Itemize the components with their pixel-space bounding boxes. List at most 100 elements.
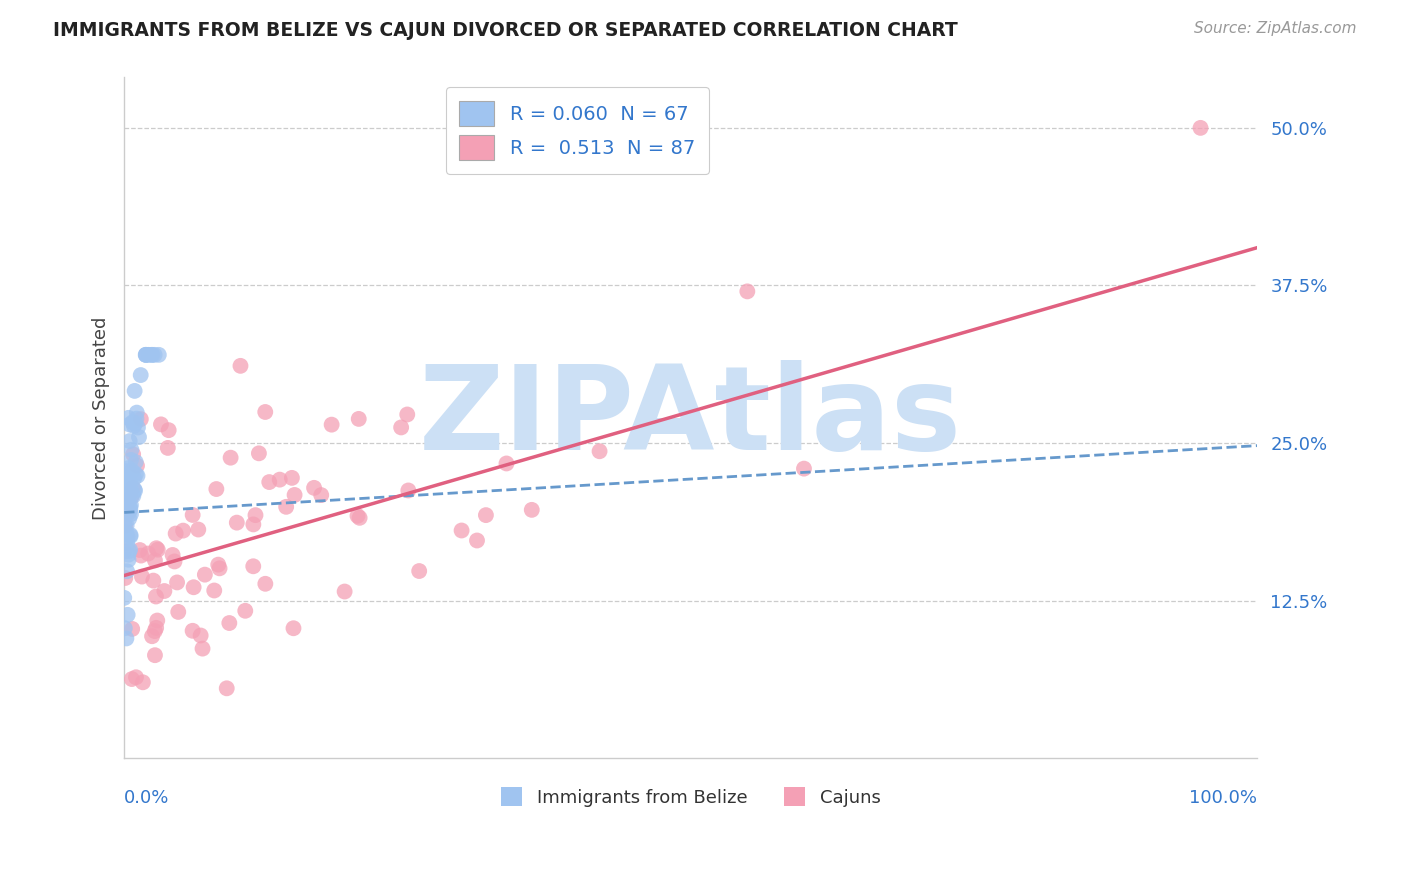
Point <box>112 591 135 605</box>
Point <box>233 604 256 618</box>
Point <box>120 507 142 521</box>
Point <box>302 481 325 495</box>
Point <box>141 348 163 362</box>
Point <box>1189 120 1212 135</box>
Point <box>121 672 143 686</box>
Point <box>187 523 209 537</box>
Point <box>135 348 157 362</box>
Point <box>117 481 139 495</box>
Point <box>242 517 264 532</box>
Point <box>145 621 167 635</box>
Point <box>281 471 304 485</box>
Point <box>183 580 205 594</box>
Point <box>396 483 419 498</box>
Point <box>118 504 141 518</box>
Point <box>194 567 217 582</box>
Point <box>115 536 138 550</box>
Point <box>276 500 298 514</box>
Point <box>475 508 498 522</box>
Point <box>127 420 149 434</box>
Point <box>120 453 142 467</box>
Point <box>115 527 138 541</box>
Point <box>191 641 214 656</box>
Point <box>208 561 231 575</box>
Point <box>141 348 163 362</box>
Point <box>141 629 163 643</box>
Point <box>121 622 143 636</box>
Point <box>118 511 141 525</box>
Point <box>143 624 166 638</box>
Point <box>153 584 176 599</box>
Point <box>128 430 150 444</box>
Point <box>125 670 148 684</box>
Point <box>172 524 194 538</box>
Point <box>125 455 148 469</box>
Point <box>166 575 188 590</box>
Point <box>269 473 291 487</box>
Point <box>148 348 170 362</box>
Point <box>114 490 136 504</box>
Point <box>254 405 277 419</box>
Point <box>205 482 228 496</box>
Point <box>118 501 141 516</box>
Legend: Immigrants from Belize, Cajuns: Immigrants from Belize, Cajuns <box>494 780 887 814</box>
Point <box>284 488 307 502</box>
Point <box>389 420 412 434</box>
Point <box>120 483 142 498</box>
Point <box>283 621 305 635</box>
Point <box>121 481 143 495</box>
Point <box>145 590 167 604</box>
Point <box>146 542 169 557</box>
Point <box>181 508 204 522</box>
Point <box>114 488 136 502</box>
Point <box>149 417 172 432</box>
Point <box>124 416 146 430</box>
Point <box>120 442 142 457</box>
Point <box>408 564 430 578</box>
Point <box>129 549 152 563</box>
Point <box>118 474 141 488</box>
Point <box>112 544 135 558</box>
Point <box>124 384 146 398</box>
Point <box>254 576 277 591</box>
Point <box>138 348 160 362</box>
Point <box>114 517 136 532</box>
Text: IMMIGRANTS FROM BELIZE VS CAJUN DIVORCED OR SEPARATED CORRELATION CHART: IMMIGRANTS FROM BELIZE VS CAJUN DIVORCED… <box>53 21 957 39</box>
Point <box>118 434 141 449</box>
Point <box>115 564 138 578</box>
Point <box>120 529 142 543</box>
Point <box>115 494 138 508</box>
Point <box>121 464 143 478</box>
Point <box>157 423 180 437</box>
Point <box>127 468 149 483</box>
Point <box>162 548 184 562</box>
Text: 100.0%: 100.0% <box>1189 789 1257 807</box>
Point <box>132 675 155 690</box>
Point <box>156 441 179 455</box>
Point <box>181 624 204 638</box>
Text: Source: ZipAtlas.com: Source: ZipAtlas.com <box>1194 21 1357 36</box>
Point <box>117 548 139 562</box>
Point <box>450 524 472 538</box>
Point <box>115 464 138 478</box>
Point <box>122 471 145 485</box>
Point <box>115 518 138 533</box>
Point <box>218 615 240 630</box>
Point <box>125 406 148 420</box>
Point <box>117 530 139 544</box>
Point <box>146 614 169 628</box>
Point <box>125 467 148 482</box>
Point <box>121 488 143 502</box>
Point <box>143 553 166 567</box>
Point <box>114 571 136 585</box>
Point <box>495 457 517 471</box>
Point <box>124 483 146 497</box>
Point <box>346 508 368 523</box>
Point <box>737 285 759 299</box>
Point <box>122 418 145 433</box>
Point <box>163 554 186 568</box>
Point <box>117 461 139 475</box>
Point <box>120 528 142 542</box>
Point <box>120 498 142 512</box>
Point <box>333 584 356 599</box>
